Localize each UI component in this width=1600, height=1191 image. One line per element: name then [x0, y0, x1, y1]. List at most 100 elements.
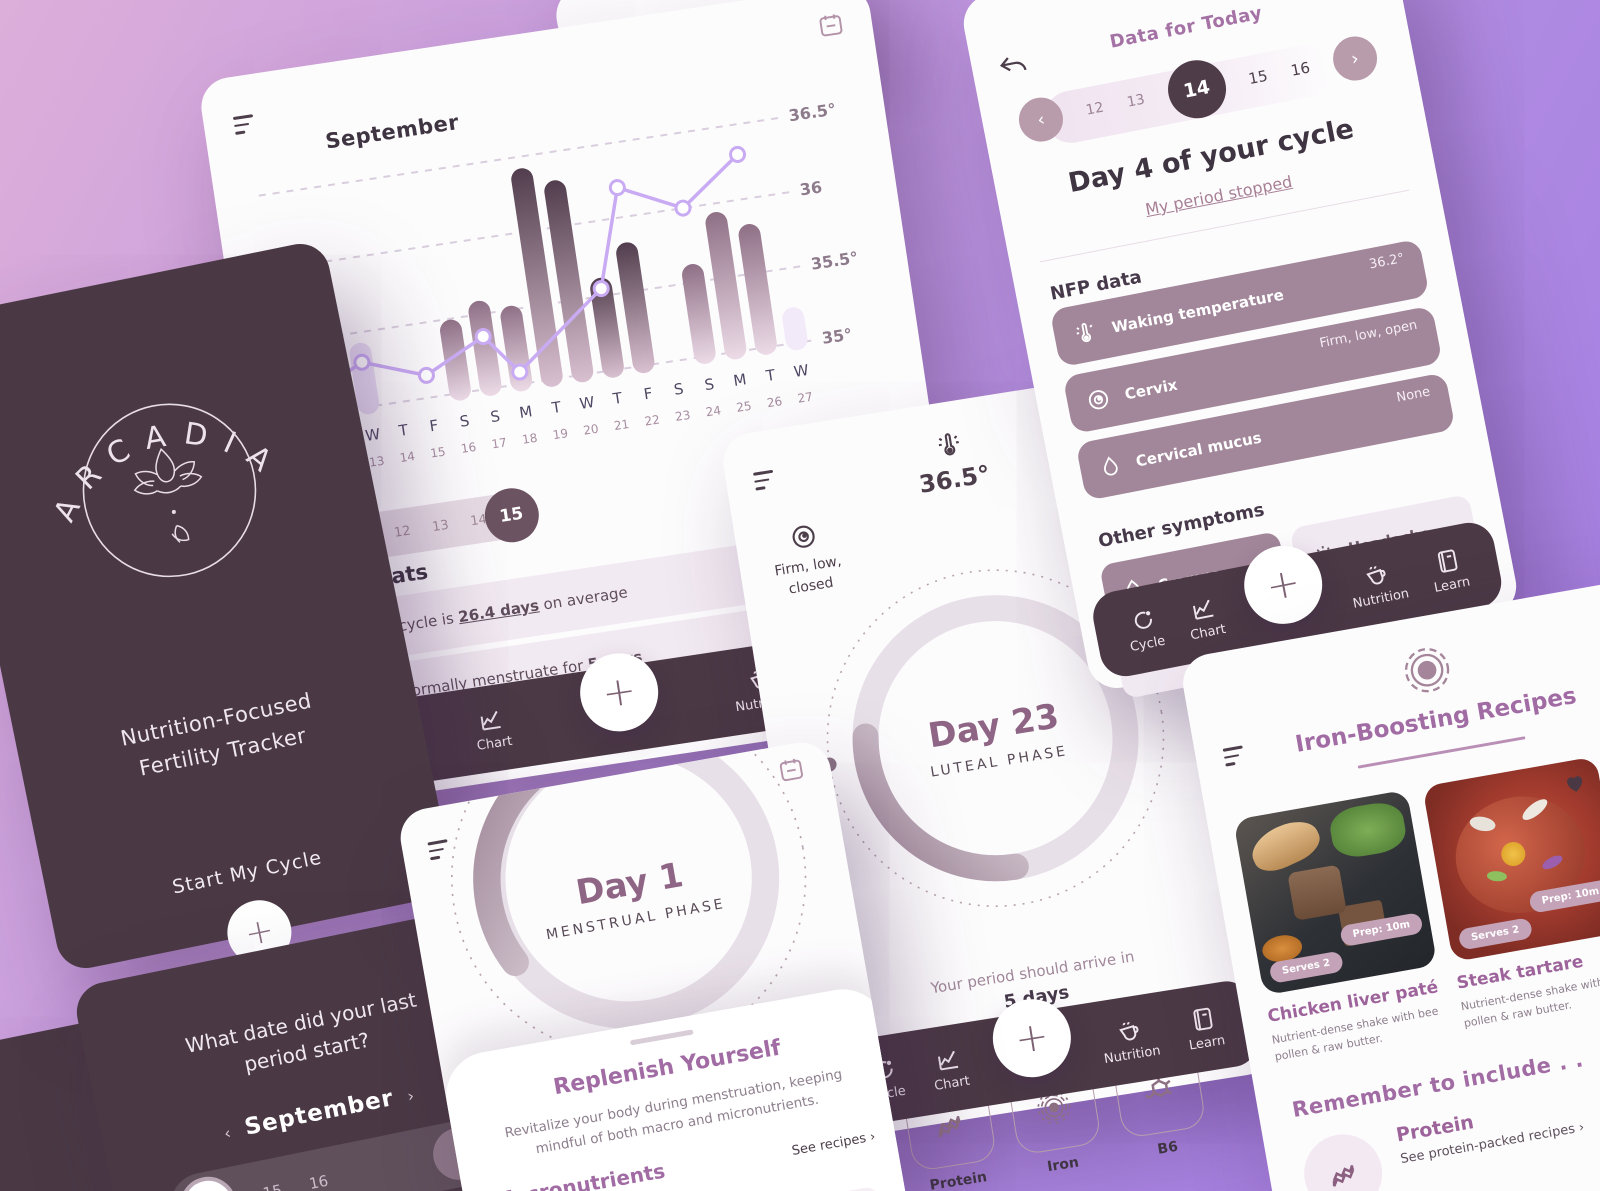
date-option-selected[interactable]: 14	[175, 1171, 242, 1191]
calendar-icon[interactable]	[816, 10, 846, 40]
favorite-heart-icon[interactable]	[1560, 768, 1590, 798]
svg-text:35.5°: 35.5°	[810, 248, 860, 274]
svg-text:36: 36	[799, 177, 824, 199]
remember-item-protein: Protein See protein-packed recipes ›	[1298, 1063, 1600, 1191]
recipe-card[interactable]: Serves 2 Prep: 10m Chicken liver paté Nutri…	[1233, 789, 1450, 1066]
date-option[interactable]: 15	[261, 1181, 283, 1191]
svg-text:19: 19	[552, 426, 569, 442]
cervix-icon	[1083, 385, 1113, 415]
recipe-photo: Serves 2 Prep: 10m	[1422, 756, 1600, 963]
date-option[interactable]: 16	[1289, 58, 1312, 80]
svg-text:M: M	[518, 402, 533, 422]
brand-name: ARCADIA	[34, 395, 295, 533]
back-icon[interactable]	[996, 50, 1030, 81]
svg-text:W: W	[793, 361, 810, 381]
nav-item-chart[interactable]: Chart	[1183, 592, 1227, 643]
temperature-reading[interactable]: 36.5°	[723, 395, 1179, 529]
lotus-icon	[133, 447, 203, 495]
intake-item-protein[interactable]: Protein	[901, 1076, 1001, 1191]
temperature-point	[608, 179, 626, 197]
svg-text:T: T	[611, 389, 625, 408]
svg-text:18: 18	[521, 431, 538, 447]
chart-bar	[682, 264, 716, 364]
nav-item-nutrition[interactable]: Nutrition	[1098, 1013, 1162, 1067]
seed-icon	[171, 524, 190, 543]
svg-text:23: 23	[674, 408, 691, 424]
svg-text:13: 13	[368, 454, 385, 470]
nfp-row-droplet[interactable]: Cervical mucus None	[1075, 372, 1456, 501]
recipe-card[interactable]: Serves 2 Prep: 10m Steak tartare Nutrient-d…	[1422, 756, 1600, 1032]
svg-text:17: 17	[491, 435, 508, 451]
svg-text:15: 15	[429, 444, 446, 460]
cycle-icon	[1134, 610, 1152, 629]
cycle-chart: 36.5°3635.5°35°ECSNM11T12W13T14F15S16S17…	[247, 100, 860, 479]
recipe-photo: Serves 2 Prep: 10m	[1233, 789, 1438, 996]
nav-item-cycle[interactable]: Cycle	[1123, 604, 1167, 655]
date-chip[interactable]: 12	[393, 523, 412, 541]
svg-text:21: 21	[613, 417, 630, 433]
nav-item-learn[interactable]: Learn	[1427, 544, 1471, 595]
nav-item-chart[interactable]: Chart	[928, 1043, 971, 1093]
date-option[interactable]: 15	[1247, 66, 1270, 89]
chart-bar	[468, 300, 502, 397]
prev-month-icon[interactable]: ‹	[222, 1122, 234, 1144]
nav-item-learn[interactable]: Learn	[1183, 1003, 1226, 1053]
date-selected[interactable]: 14	[1162, 55, 1231, 124]
chart-bar	[590, 277, 624, 378]
thermometer-icon	[938, 433, 959, 456]
nfp-row-thermometer[interactable]: Waking temperature 36.2°	[1049, 238, 1430, 368]
menu-icon[interactable]	[232, 114, 256, 139]
data-today-screen: Data for Today ‹ 12 13 14 15 16 › Day 4 of you…	[958, 0, 1522, 700]
svg-text:F: F	[643, 384, 654, 403]
chart-screen: September 36.5°3635.5°35°ECSNM11T12W13T1…	[197, 0, 975, 810]
arcadia-logo: ARCADIA	[34, 395, 295, 578]
recipes-screen: Iron-Boosting Recipes Serves 2 Prep: 10m C…	[1178, 574, 1600, 1191]
date-option[interactable]: 16	[307, 1171, 330, 1191]
nav-item-nutrition[interactable]: Nutrition	[1346, 556, 1410, 611]
svg-text:T: T	[550, 398, 564, 417]
cervix-icon	[792, 525, 815, 548]
cycle-day23-screen: 36.5° Sticky Firm, low, closed Day 23 LU…	[719, 367, 1277, 1191]
temperature-point	[353, 353, 371, 371]
learn-icon	[1193, 1007, 1213, 1031]
date-option[interactable]: 12	[1084, 99, 1106, 119]
date-chip-selected[interactable]: 15	[480, 484, 543, 547]
svg-text:S: S	[703, 375, 715, 394]
date-chip[interactable]: 13	[431, 517, 450, 535]
cervix-reading[interactable]: Firm, low, closed	[768, 517, 846, 602]
temperature-point	[417, 366, 435, 384]
svg-text:22: 22	[644, 412, 661, 428]
nav-item-chart[interactable]: Chart	[471, 704, 513, 753]
svg-text:36.5°: 36.5°	[787, 100, 837, 126]
chart-bar	[738, 224, 777, 355]
month-label: September	[242, 1085, 397, 1141]
chart-bar	[511, 168, 563, 387]
svg-text:27: 27	[797, 390, 814, 406]
svg-text:14: 14	[399, 449, 416, 465]
see-recipes-link[interactable]: See recipes ›	[790, 1129, 877, 1159]
intake-item-iron[interactable]: Iron	[1005, 1059, 1106, 1180]
svg-text:26: 26	[766, 394, 783, 410]
nfp-row-cervix[interactable]: Cervix Firm, low, open	[1062, 305, 1443, 435]
next-day-button[interactable]: ›	[1329, 32, 1381, 85]
chart-icon	[480, 710, 501, 730]
chart-icon	[1193, 599, 1214, 620]
temperature-point	[474, 328, 492, 346]
prev-day-button[interactable]: ‹	[1015, 93, 1067, 146]
svg-text:25: 25	[735, 399, 752, 415]
date-option[interactable]: 13	[1125, 91, 1147, 111]
chart-bar	[616, 242, 655, 374]
svg-text:M: M	[732, 370, 747, 390]
nutrition-icon	[1118, 1021, 1138, 1040]
next-month-icon[interactable]: ›	[405, 1085, 417, 1106]
iron-logo-icon	[1395, 638, 1460, 703]
svg-text:T: T	[397, 421, 411, 440]
svg-text:F: F	[428, 416, 439, 435]
calendar-icon[interactable]	[776, 754, 806, 784]
chart-icon	[937, 1050, 959, 1070]
serves-badge: Serves 2	[1457, 917, 1533, 951]
sheet-handle[interactable]	[629, 1029, 694, 1046]
svg-text:W: W	[578, 393, 595, 413]
protein-icon	[1321, 1151, 1365, 1191]
